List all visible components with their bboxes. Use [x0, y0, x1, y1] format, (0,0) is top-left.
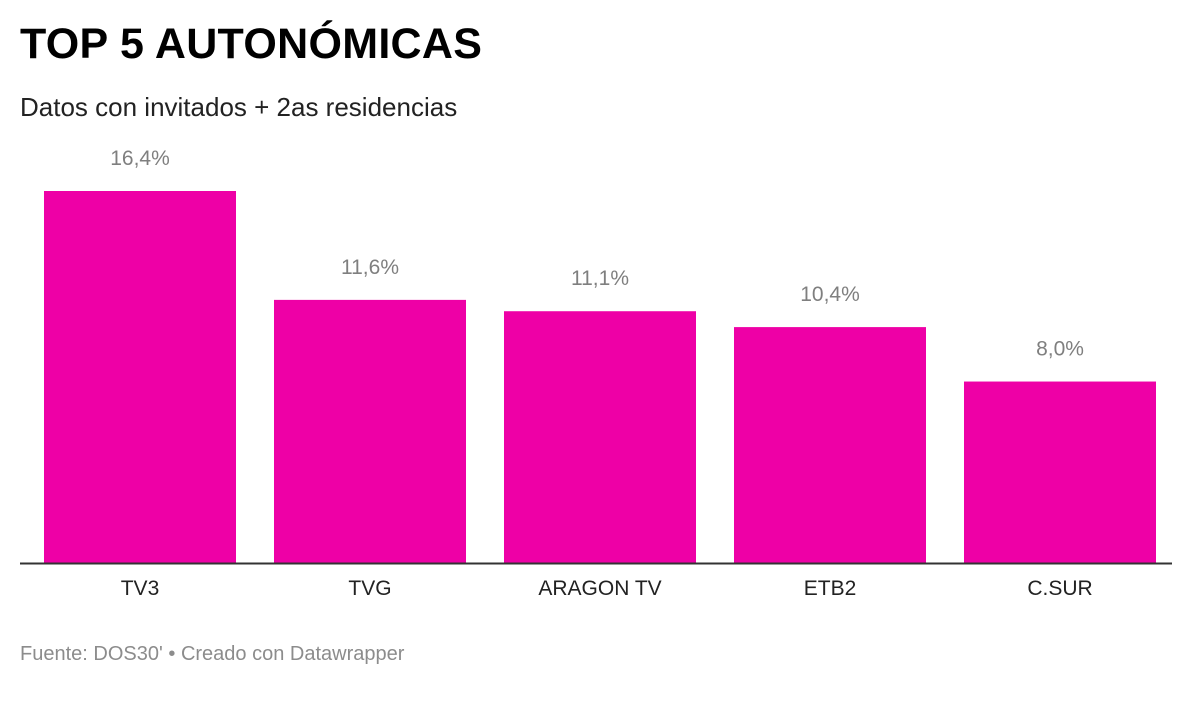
bar-tv3 — [44, 191, 236, 563]
category-label: TVG — [348, 577, 391, 600]
category-label: C.SUR — [1027, 577, 1092, 600]
value-label: 11,6% — [341, 256, 399, 279]
value-labels-group: 16,4% 11,6% 11,1% 10,4% 8,0% — [110, 147, 1084, 361]
category-label: ETB2 — [804, 577, 857, 600]
bar-tvg — [274, 299, 466, 563]
value-label: 8,0% — [1036, 338, 1084, 361]
category-label: ARAGON TV — [538, 577, 661, 600]
value-label: 16,4% — [110, 147, 170, 170]
category-labels-group: TV3 TVG ARAGON TV ETB2 C.SUR — [121, 577, 1093, 600]
credit-note: Creado con Datawrapper — [180, 643, 405, 665]
chart-subtitle: Datos con invitados + 2as residencias — [20, 92, 458, 122]
value-label: 10,4% — [800, 283, 860, 306]
chart-footer: Fuente: DOS30' • Creado con Datawrapper — [20, 641, 404, 667]
bar-c-sur — [964, 381, 1156, 563]
value-label: 11,1% — [571, 267, 629, 290]
bar-etb2 — [734, 327, 926, 563]
source-note: Fuente: DOS30' — [20, 643, 163, 665]
bars-group — [44, 191, 1156, 563]
category-label: TV3 — [121, 577, 160, 600]
bar-aragon-tv — [504, 311, 696, 563]
footer-separator: • — [168, 643, 176, 665]
chart-title: TOP 5 AUTONÓMICAS — [20, 20, 483, 68]
